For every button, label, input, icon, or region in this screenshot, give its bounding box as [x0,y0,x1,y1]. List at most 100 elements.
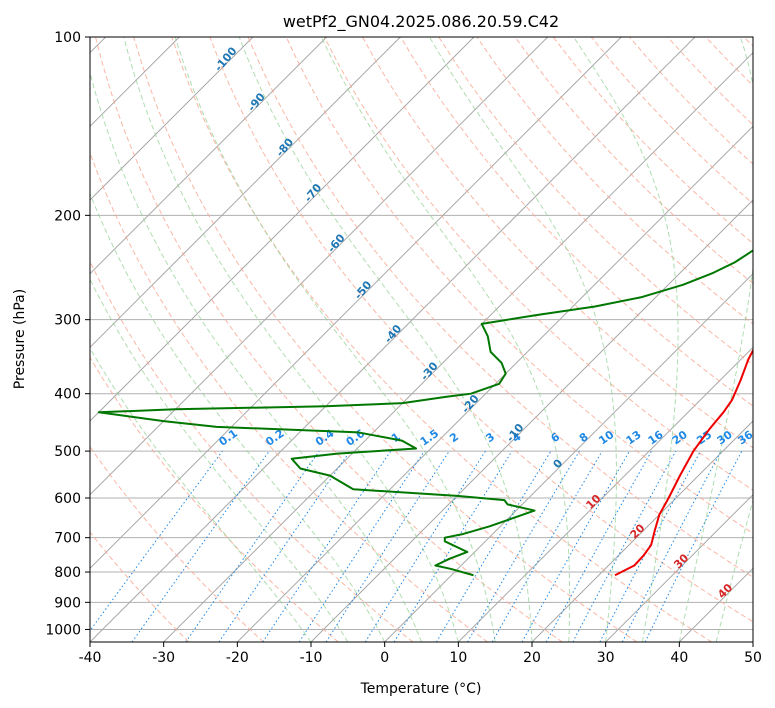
dry-adiabat-label: -100 [212,44,240,74]
x-axis-label: Temperature (°C) [360,681,482,697]
y-tick-label: 700 [54,531,81,547]
dry-adiabat-180 [705,37,753,87]
dry-adiabat--30 [90,531,190,642]
moist-adiabat-10 [123,37,459,642]
isotherm--60 [90,37,549,496]
y-tick-label: 500 [54,444,81,460]
x-tick-label: -10 [300,650,323,666]
moist-adiabat--5 [90,278,349,642]
y-tick-label: 300 [54,313,81,329]
mixing-ratio-label: 10 [596,428,616,448]
mixing-ratio-line-2 [325,450,450,642]
y-tick-label: 900 [54,595,81,611]
y-axis-label: Pressure (hPa) [12,289,28,389]
dry-adiabat-label: -50 [352,278,375,302]
plot-area: 0.1 0.2 0.4 0.6 1 1.5 2 3 4 6 8 10 13 16 20 25 30 36-100-… [90,37,755,642]
x-tick-label: 30 [597,650,615,666]
dry-adiabat--10 [90,356,339,642]
dry-adiabat-label: -10 [504,421,527,445]
isotherm--10 [310,199,753,642]
mixing-ratio-label: 0.6 [344,427,368,449]
dry-adiabat-label: -70 [302,181,325,205]
moist-adiabats [90,37,753,642]
mixing-ratio-line-36 [644,450,743,642]
mixing-ratio-label: 13 [624,428,644,447]
mixing-ratio-line-4 [393,450,513,642]
skewed-isotherms [90,37,753,642]
dry-adiabat-190 [743,37,753,47]
isotherm--90 [90,37,328,275]
isotherm-50 [752,641,753,642]
y-tick-label: 400 [54,387,81,403]
mixing-ratio-label: 16 [646,428,666,448]
moist-adiabat-label: 40 [715,581,735,601]
chart-title: wetPf2_GN04.2025.086.20.59.C42 [283,12,559,32]
isotherm--50 [90,37,622,570]
temperature-trace [614,348,753,577]
dry-adiabat-label: -80 [274,135,297,159]
mixing-ratio-line-20 [572,450,677,642]
dry-adiabat-100 [400,37,753,407]
mixing-ratio-line-30 [621,450,722,642]
mixing-ratio-line-1.5 [298,450,425,642]
dry-adiabat-20 [95,37,563,642]
mixing-ratio-line-0.2 [131,450,270,642]
mixing-ratio-line-0.1 [90,450,223,632]
moist-adiabat-40 [678,37,753,642]
moist-adiabat-45 [715,498,753,642]
dry-adiabat-70 [285,37,753,534]
y-tick-label: 100 [54,30,81,46]
moist-adiabat-5 [90,70,422,642]
moist-adiabat--10 [90,347,312,642]
moist-adiabat-15 [174,37,496,642]
isotherm--80 [90,37,401,349]
mixing-ratio-label: 20 [670,428,690,448]
dry-adiabat-label: -90 [245,90,268,114]
moist-adiabat-30 [429,37,617,642]
dry-adiabat-80 [323,37,753,491]
isotherm--30 [163,51,753,642]
moist-adiabat-label: 30 [671,551,691,571]
dry-adiabat-0 [90,260,414,642]
moist-adiabat-35 [573,37,679,642]
mixing-ratio-line-0.6 [218,450,351,642]
dry-adiabat-10 [90,151,488,642]
dry-adiabat-90 [362,37,753,449]
x-tick-label: 10 [449,650,467,666]
sounding-traces [97,249,753,577]
y-tick-label: 200 [54,208,81,224]
x-tick-label: -20 [226,650,249,666]
x-tick-label: -40 [79,650,102,666]
grid-layer [90,37,753,630]
mixing-ratio-label: 0.1 [217,427,240,449]
isotherm--100 [90,37,254,201]
x-tick-label: 0 [380,650,389,666]
dry-adiabat-40 [171,37,713,642]
plot-frame [89,36,754,643]
isotherm-0 [384,272,753,642]
mixing-ratio-line-0.4 [185,450,320,642]
mixing-ratio-label: 36 [735,428,755,448]
moist-adiabat-20 [238,37,533,642]
y-tick-label: 800 [54,565,81,581]
y-axis: 100 200 300 400 500 600 700 800 900 1000 [45,30,90,638]
y-tick-label: 1000 [45,622,81,638]
isotherm-40 [678,567,753,642]
dry-adiabat-170 [667,37,753,126]
moist-adiabat-0 [90,192,386,642]
moist-adiabat-label: 10 [583,492,603,512]
dry-adiabat-130 [514,37,753,285]
mixing-ratio-lines [90,450,743,642]
dry-adiabat--20 [90,445,264,642]
moist-adiabat-label: 20 [628,521,648,541]
dry-adiabat-150 [590,37,753,205]
x-axis: -40 -30 -20 -10 0 10 20 30 40 50 [79,642,762,666]
mixing-ratio-line-16 [545,450,653,642]
mixing-ratio-line-13 [521,450,630,642]
dewpoint-trace [97,249,753,577]
isotherm-20 [531,420,753,642]
mixing-ratio-label: 30 [715,428,735,448]
dry-adiabat-30 [133,37,638,642]
dry-adiabat-label: -40 [382,322,405,346]
